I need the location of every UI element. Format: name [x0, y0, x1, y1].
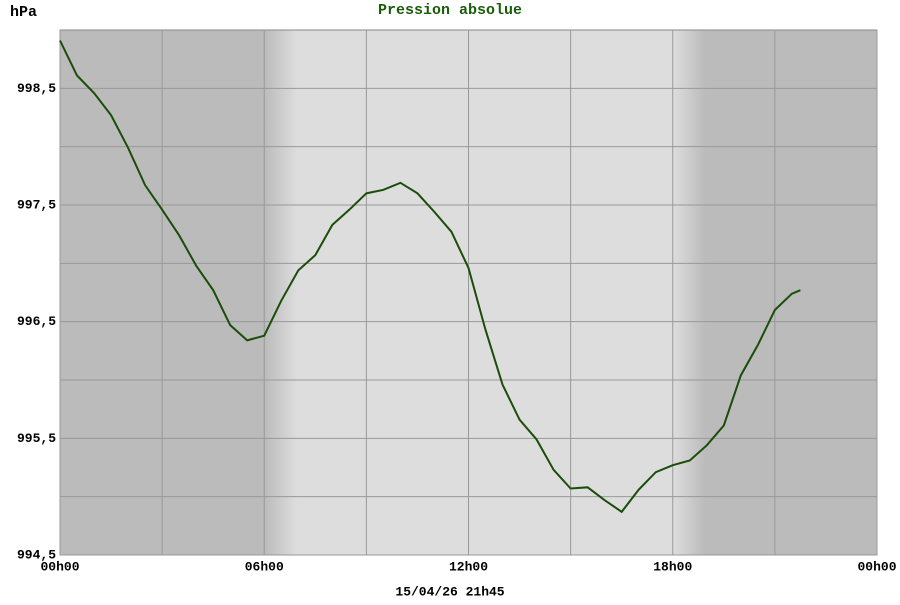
y-tick-label: 996,5 [17, 314, 56, 329]
data-line [59, 40, 801, 514]
footer: 15/04/26 21h45 [395, 584, 504, 599]
y-tick-label: 997,5 [17, 197, 56, 212]
y-axis-label: hPa [10, 4, 37, 21]
x-tick-label: 12h00 [449, 559, 488, 574]
x-tick-label: 00h00 [40, 559, 79, 574]
y-tick-label: 994,5 [17, 547, 56, 562]
y-tick-label: 998,5 [17, 81, 56, 96]
x-tick-label: 06h00 [245, 559, 284, 574]
x-tick-label: 18h00 [653, 559, 692, 574]
x-tick-label: 00h00 [857, 559, 896, 574]
chart-title: Pression absolue [378, 2, 522, 19]
y-tick-label: 995,5 [17, 431, 56, 446]
